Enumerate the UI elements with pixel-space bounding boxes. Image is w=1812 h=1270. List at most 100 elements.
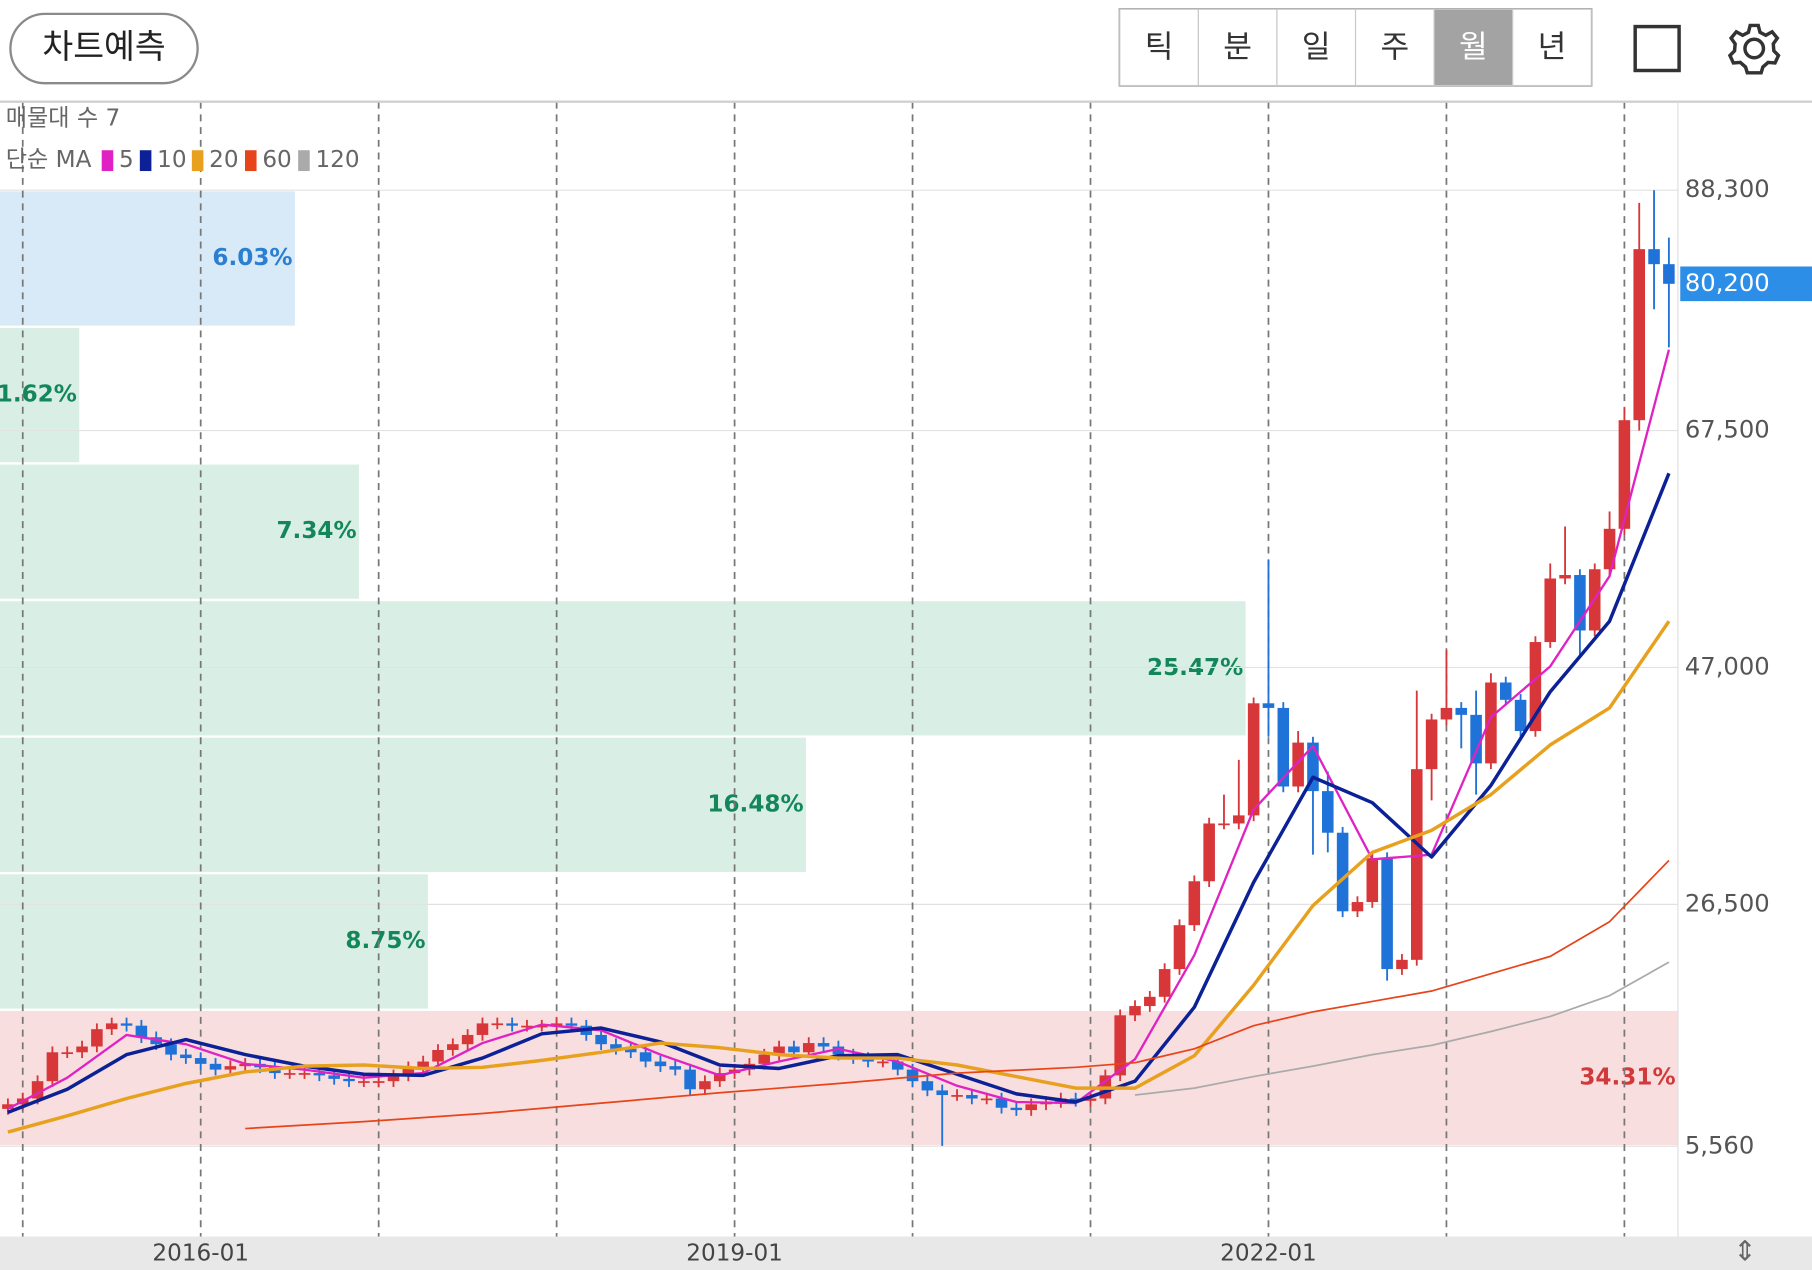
candle-body <box>1247 703 1260 816</box>
candle-body <box>1069 1098 1082 1101</box>
candle-body <box>402 1067 415 1076</box>
candle-body <box>639 1052 652 1062</box>
candle-body <box>1129 1006 1141 1016</box>
scroll-handle[interactable]: ⇕ <box>1733 1235 1756 1268</box>
candle-body <box>1307 742 1319 792</box>
volume-band <box>0 327 80 463</box>
candle-body <box>1499 682 1512 700</box>
candle-body <box>1188 881 1201 926</box>
candle-body <box>1144 996 1156 1007</box>
period-tab[interactable] <box>1354 8 1435 87</box>
candle-body <box>358 1081 370 1083</box>
settings-icon-gear <box>1727 23 1781 75</box>
candle-body <box>1336 832 1349 912</box>
candle-body <box>1603 528 1616 570</box>
ma-line <box>7 472 1671 1114</box>
candle-body <box>862 1058 874 1062</box>
candle-body <box>1425 719 1438 770</box>
x-axis-band <box>0 1236 1812 1270</box>
candle-body <box>1114 1015 1126 1076</box>
predict-button[interactable] <box>9 12 199 85</box>
candle-body <box>624 1048 637 1053</box>
candle-body <box>417 1061 429 1068</box>
header: 차트예측 ⇕ 틱 분 일 주 월 년 <box>9 8 1781 1268</box>
y-tick-label: 67,500 <box>1685 415 1770 444</box>
candle-body <box>1292 742 1304 787</box>
candle-body <box>951 1095 963 1097</box>
period-tab-label[interactable]: 년 <box>1538 30 1567 66</box>
candle-body <box>1381 858 1393 970</box>
candle-body <box>1010 1107 1023 1111</box>
volume-band <box>0 191 295 326</box>
candle-body <box>758 1054 771 1064</box>
period-tab[interactable] <box>1433 8 1514 87</box>
x-tick-label: 2022-01 <box>1220 1240 1317 1266</box>
candle-body <box>1203 823 1215 882</box>
period-tab[interactable] <box>1512 8 1592 87</box>
candle-body <box>906 1069 919 1082</box>
period-tab-label[interactable]: 월 <box>1459 30 1488 66</box>
candle-body <box>1455 707 1468 715</box>
period-tab[interactable] <box>1197 8 1278 87</box>
candle-body <box>461 1034 474 1045</box>
legend-swatch <box>139 150 152 172</box>
candle-body <box>105 1023 118 1030</box>
candle-body <box>610 1044 622 1049</box>
volume-band <box>0 737 806 873</box>
candle-body <box>1158 969 1171 997</box>
volume-band <box>0 1010 1678 1146</box>
candle-body <box>1574 575 1586 631</box>
fullscreen-icon[interactable] <box>1633 24 1681 73</box>
candle-body <box>654 1061 667 1067</box>
candle-body <box>1351 902 1364 912</box>
period-tab[interactable] <box>1276 8 1357 87</box>
candle-body <box>832 1046 845 1055</box>
candle-body <box>521 1025 533 1028</box>
y-tick-label: 47,000 <box>1685 651 1770 680</box>
period-tab-label[interactable]: 주 <box>1380 30 1409 66</box>
candle-body <box>31 1081 44 1099</box>
candle-body <box>91 1029 103 1047</box>
candle-body <box>61 1052 74 1055</box>
period-tab[interactable] <box>1119 8 1199 87</box>
candle-body <box>802 1043 815 1053</box>
predict-button-label[interactable]: 차트예측 <box>42 27 165 66</box>
candle-body <box>343 1078 355 1082</box>
x-tick-label: 2019-01 <box>686 1240 783 1266</box>
ma-legend-title: 단순 MA <box>6 147 92 173</box>
candle-body <box>1633 249 1646 421</box>
candle-body <box>713 1073 726 1082</box>
candle-body <box>372 1081 385 1083</box>
candle-body <box>1173 925 1186 970</box>
volume-band <box>0 874 428 1009</box>
candle-body <box>432 1049 444 1062</box>
ma-line <box>245 859 1670 1130</box>
candle-body <box>180 1054 192 1059</box>
candle-body <box>921 1081 934 1091</box>
legend-label: 5 <box>119 147 134 173</box>
period-tab-label[interactable]: 분 <box>1223 30 1252 66</box>
volume-band-label: 1.62% <box>0 382 77 408</box>
y-tick-label: 5,560 <box>1685 1130 1754 1159</box>
candle-body <box>669 1066 682 1070</box>
legend-swatch <box>191 150 204 172</box>
candle-body <box>194 1058 207 1064</box>
volume-band-label: 6.03% <box>212 245 292 271</box>
period-tab-label[interactable]: 틱 <box>1145 30 1174 66</box>
candle-body <box>1277 707 1290 787</box>
legend-label: 20 <box>209 147 238 173</box>
candle-body <box>1322 791 1334 833</box>
settings-icon[interactable] <box>1727 23 1781 75</box>
candle-body <box>476 1023 489 1035</box>
volume-band-label: 7.34% <box>276 518 356 544</box>
legend-swatch <box>101 150 114 172</box>
candle-body <box>1410 769 1423 960</box>
period-tab-label[interactable]: 일 <box>1302 30 1331 66</box>
candle-body <box>936 1090 948 1096</box>
candle-body <box>76 1046 88 1053</box>
candle-body <box>980 1098 993 1101</box>
current-price-tag <box>1680 266 1812 302</box>
candle-body <box>1663 264 1675 284</box>
candle-body <box>891 1061 904 1070</box>
